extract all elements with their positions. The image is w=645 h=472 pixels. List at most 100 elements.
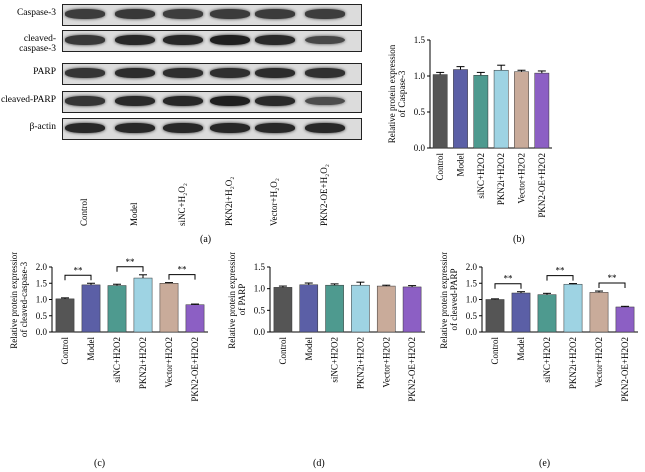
bar: [537, 294, 557, 333]
chart-c-cleaved-caspase3: Relative protein expressionof cleaved-ca…: [9, 252, 208, 402]
y-tick-label: 0.0: [254, 327, 266, 337]
blot-band: [210, 9, 250, 19]
blot-band: [255, 68, 295, 78]
y-tick-label: 2.0: [466, 262, 478, 272]
chart-e-cleaved-parp: Relative protein expressionof cleaved-PA…: [439, 252, 638, 402]
x-tick-label: PKN2i+H2O2: [496, 153, 506, 205]
significance-bracket: [598, 282, 626, 289]
bar: [55, 298, 75, 333]
y-tick-label: 0.0: [466, 327, 478, 337]
y-axis-label-line: Relative protein expression: [227, 252, 237, 349]
bar: [133, 277, 153, 333]
blot-band: [115, 68, 155, 78]
x-tick-label: PKN2-OE+H2O2: [537, 153, 547, 218]
x-tick-label: Vector+H2O2: [517, 153, 527, 204]
blot-band: [305, 96, 345, 106]
blot-band: [65, 96, 105, 106]
bar: [493, 69, 509, 149]
panel-label-a: (a): [200, 234, 212, 245]
y-tick-label: 1.5: [466, 278, 478, 288]
significance-bracket: [546, 275, 574, 281]
bar: [376, 285, 396, 333]
blot-lane-label: PKN2-OE+H₂O₂: [319, 164, 329, 226]
y-axis-label: Relative protein expressionof Caspase-3: [387, 44, 407, 143]
bar: [432, 74, 448, 149]
blot-band: [210, 35, 250, 45]
blot-band: [305, 68, 345, 78]
bar: [511, 292, 531, 333]
x-tick-label: PKN2i+H2O2: [138, 337, 148, 389]
blot-band: [255, 9, 295, 19]
x-tick-label: Model: [304, 337, 314, 361]
y-tick-label: 1.0: [36, 295, 48, 305]
x-tick-label: PKN2-OE+H2O2: [620, 337, 630, 402]
x-tick-label: PKN2-OE+H2O2: [190, 337, 200, 402]
blot-band: [65, 35, 105, 45]
x-tick-label: siNC+H2O2: [112, 337, 122, 383]
blot-row-label: cleaved-PARP: [0, 95, 56, 105]
x-tick-label: Vector+H2O2: [594, 337, 604, 388]
blot-band: [163, 9, 203, 19]
blot-lane-label: Vector+H₂O₂: [269, 178, 279, 226]
x-tick-label: Vector+H2O2: [381, 337, 391, 388]
blot-row-label: Caspase-3: [16, 8, 56, 18]
y-tick-label: 1.5: [254, 262, 266, 272]
significance-bracket: [64, 274, 92, 281]
x-tick-label: siNC+H2O2: [542, 337, 552, 383]
x-tick-label: PKN2-OE+H2O2: [407, 337, 417, 402]
bar: [563, 283, 583, 333]
chart-d-parp: Relative protein expressionof PARP 0.0 0.5…: [227, 252, 425, 402]
bar: [185, 304, 205, 333]
panel-label-d: (d): [313, 458, 325, 469]
blot-band: [115, 35, 155, 45]
y-axis-label: Relative protein expressionof cleaved-PA…: [439, 252, 459, 349]
significance-label: **: [74, 265, 84, 275]
y-tick-label: 1.0: [254, 284, 266, 294]
blot-lane-label: Control: [79, 198, 89, 226]
y-axis-label-line: of PARP: [237, 284, 247, 315]
y-tick-label: 0.0: [36, 327, 48, 337]
x-tick-label: Model: [456, 153, 466, 177]
blot-band: [305, 123, 345, 133]
x-tick-label: PKN2i+H2O2: [568, 337, 578, 389]
x-tick-label: Control: [278, 337, 288, 365]
bar: [402, 286, 422, 333]
y-tick-label: 1.5: [36, 278, 48, 288]
blot-band: [255, 123, 295, 133]
y-axis-label-line: of cleaved-PARP: [449, 269, 459, 331]
blot-band: [255, 96, 295, 106]
blot-lane-label: PKN2i+H₂O₂: [224, 176, 234, 226]
panel-label-b: (b): [513, 234, 525, 245]
blot-band: [115, 123, 155, 133]
significance-label: **: [126, 257, 136, 267]
blot-band: [65, 123, 105, 133]
blot-band: [210, 123, 250, 133]
bar: [514, 71, 529, 149]
y-tick-label: 0.5: [254, 305, 266, 315]
panel-label-c: (c): [94, 458, 106, 469]
x-tick-label: Vector+H2O2: [164, 337, 174, 388]
y-tick-label: 0.5: [466, 311, 478, 321]
blot-band: [65, 68, 105, 78]
y-axis-label: Relative protein expressionof PARP: [227, 252, 247, 349]
chart-b-caspase3: Relative protein expressionof Caspase-3 0…: [387, 35, 552, 218]
y-axis-label-line: of cleaved-caspase-3: [19, 261, 29, 337]
blot-band: [163, 35, 203, 45]
blot-band: [210, 96, 250, 106]
bar: [107, 285, 127, 333]
panel-label-e: (e): [539, 458, 551, 469]
bar: [473, 75, 489, 149]
y-axis-label-line: Relative protein expression: [439, 252, 449, 349]
bar: [273, 287, 293, 333]
bar: [453, 69, 468, 149]
bar: [81, 284, 101, 333]
bar: [299, 284, 319, 333]
y-tick-label: 0.5: [36, 311, 48, 321]
significance-label: **: [608, 273, 618, 283]
blot-band: [163, 123, 203, 133]
bar: [485, 299, 505, 333]
y-tick-label: 1.0: [466, 295, 478, 305]
blot-band: [210, 68, 250, 78]
x-tick-label: Model: [86, 337, 96, 361]
